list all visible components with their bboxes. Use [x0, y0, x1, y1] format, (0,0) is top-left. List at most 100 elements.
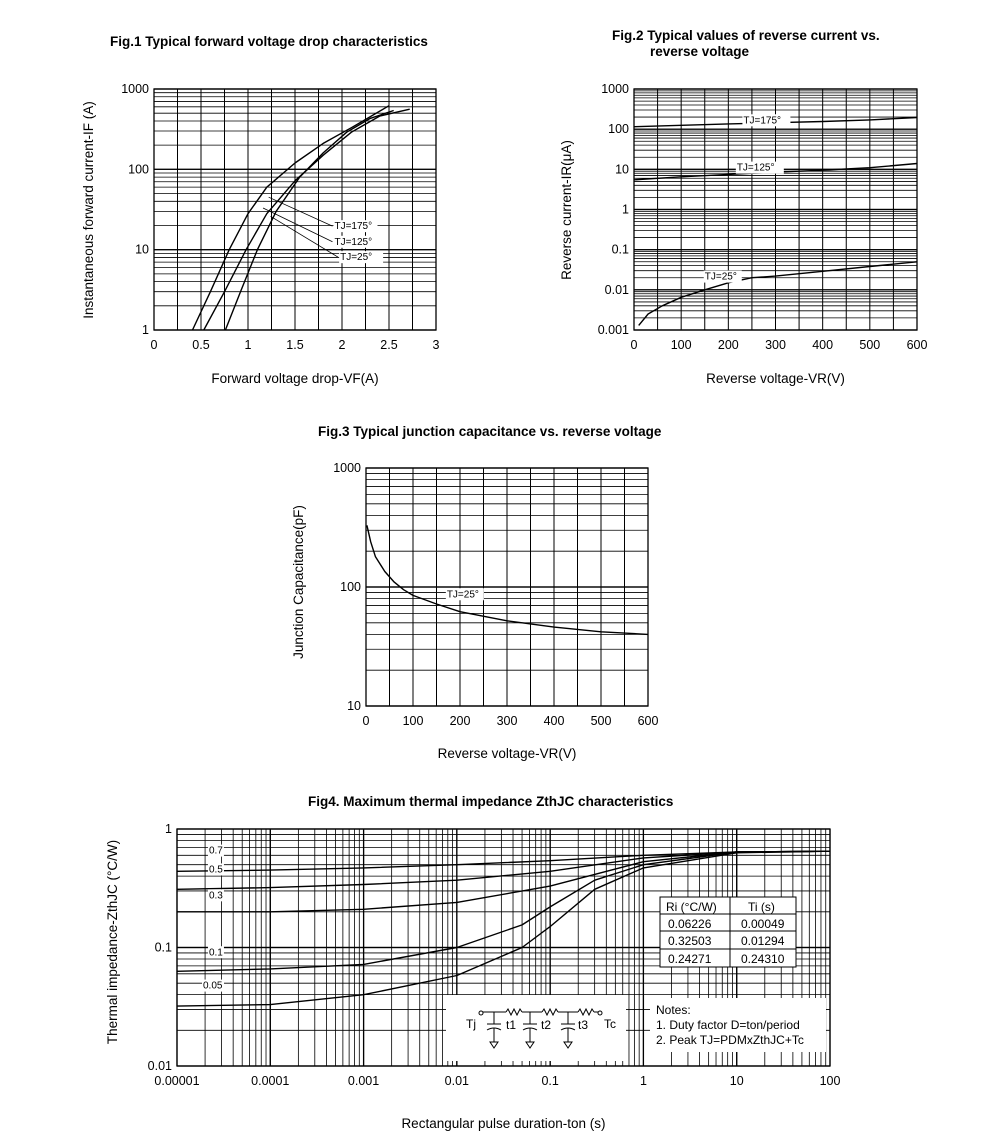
x-tick-label: 300 [765, 338, 786, 352]
y-axis-label: Reverse current-IR(μA) [559, 140, 574, 280]
x-tick-label: 2 [339, 338, 346, 352]
resistor-icon [577, 1007, 595, 1017]
table-header-ti: Ti (s) [748, 900, 775, 914]
annotation-leader [262, 207, 333, 243]
plot-frame [365, 467, 649, 707]
x-tick-label: 100 [403, 714, 424, 728]
y-tick-label: 10 [347, 699, 361, 713]
curve-annotation: TJ=25° [705, 272, 737, 283]
x-tick-label: 300 [497, 714, 518, 728]
x-tick-label: 600 [907, 338, 928, 352]
y-tick-label: 100 [128, 162, 149, 176]
table-header-ri: Ri (°C/W) [666, 900, 717, 914]
x-tick-label: 500 [591, 714, 612, 728]
notes-line2: 2. Peak TJ=PDMxZthJC+Tc [656, 1033, 804, 1047]
fig1-title: Fig.1 Typical forward voltage drop chara… [110, 34, 428, 49]
fig4-notes: Notes: 1. Duty factor D=ton/period 2. Pe… [650, 998, 826, 1052]
circuit-label: Tc [604, 1017, 616, 1031]
y-tick-label: 1000 [601, 82, 629, 96]
circuit-label: t2 [541, 1018, 551, 1032]
x-axis-label: Reverse voltage-VR(V) [706, 371, 845, 386]
x-tick-label: 500 [859, 338, 880, 352]
fig4-title: Fig4. Maximum thermal impedance ZthJC ch… [308, 794, 673, 809]
plot-frame [176, 828, 831, 1067]
curve-annotation: 0.7 [209, 846, 223, 857]
series-line-TJ125 [203, 108, 410, 331]
series-line-TJ25 [638, 261, 918, 326]
circuit-label: t3 [578, 1018, 588, 1032]
x-axis-label: Reverse voltage-VR(V) [438, 746, 577, 761]
series-line-TJ25 [366, 525, 649, 636]
x-tick-label: 0.01 [445, 1074, 469, 1088]
curve-annotation: TJ=175° [743, 115, 781, 126]
x-tick-label: 1 [245, 338, 252, 352]
x-tick-label: 400 [812, 338, 833, 352]
notes-line1: 1. Duty factor D=ton/period [656, 1018, 800, 1032]
x-tick-label: 1.5 [286, 338, 303, 352]
x-tick-label: 3 [433, 338, 440, 352]
y-tick-label: 1 [142, 323, 149, 337]
fig3-title: Fig.3 Typical junction capacitance vs. r… [318, 424, 662, 439]
resistor-icon [505, 1007, 523, 1017]
fig1-chart: 0 0.5 1 1.5 2 2.5 3 1 10 100 1000 Forward voltage d… [81, 82, 440, 386]
capacitor-icon [486, 1012, 502, 1049]
curve-annotation: TJ=125° [334, 237, 372, 248]
table-cell: 0.00049 [741, 917, 785, 931]
curve-annotation: 0.5 [209, 864, 223, 875]
curve-annotation: TJ=25° [447, 589, 479, 600]
x-tick-label: 400 [544, 714, 565, 728]
circuit-label: t1 [506, 1018, 516, 1032]
y-tick-label: 1 [622, 203, 629, 217]
table-cell: 0.24271 [668, 952, 712, 966]
plot-frame [153, 88, 437, 331]
y-axis-label: Instantaneous forward current-IF (A) [81, 101, 96, 319]
annotation-leader [268, 196, 333, 227]
annotation-leader [270, 215, 339, 258]
y-tick-label: 10 [615, 162, 629, 176]
fig4-rc-table: Ri (°C/W) Ti (s) 0.06226 0.00049 0.32503… [659, 896, 797, 968]
thermal-network-diagram: Tj t1 t2 t3 Tc [446, 995, 626, 1061]
curve-annotation: TJ=125° [737, 163, 775, 174]
table-cell: 0.24310 [741, 952, 785, 966]
y-tick-label: 0.1 [612, 243, 629, 257]
y-tick-label: 0.01 [605, 283, 629, 297]
x-tick-label: 0.0001 [251, 1074, 289, 1088]
y-tick-label: 10 [135, 243, 149, 257]
series-line-TJ25 [224, 109, 394, 331]
y-tick-label: 1000 [121, 82, 149, 96]
x-tick-label: 200 [718, 338, 739, 352]
fig4-chart: 0.00001 0.0001 0.001 0.01 0.1 1 10 100 0.01 0.1 1 R… [105, 822, 840, 1131]
x-tick-label: 0.00001 [154, 1074, 199, 1088]
capacitor-icon [522, 1012, 538, 1049]
x-tick-label: 0 [631, 338, 638, 352]
x-tick-label: 100 [820, 1074, 841, 1088]
y-axis-label: Thermal impedance-ZthJC (°C/W) [105, 840, 120, 1044]
curve-annotation: 0.1 [209, 947, 223, 958]
y-tick-label: 0.1 [155, 941, 172, 955]
x-tick-label: 0 [363, 714, 370, 728]
fig2-chart: 0 100 200 300 400 500 600 0.001 0.01 0.1 1 10 100 100… [559, 82, 927, 386]
x-tick-label: 0.5 [192, 338, 209, 352]
x-tick-label: 10 [730, 1074, 744, 1088]
y-tick-label: 0.01 [148, 1059, 172, 1073]
table-cell: 0.32503 [668, 934, 712, 948]
x-tick-label: 0 [151, 338, 158, 352]
circuit-label: Tj [466, 1017, 476, 1031]
x-tick-label: 600 [638, 714, 659, 728]
resistor-icon [541, 1007, 559, 1017]
x-tick-label: 2.5 [380, 338, 397, 352]
x-tick-label: 200 [450, 714, 471, 728]
table-cell: 0.01294 [741, 934, 785, 948]
series-line-TJ175 [191, 105, 390, 331]
y-tick-label: 1000 [333, 461, 361, 475]
fig2-title-line2: reverse voltage [650, 44, 750, 59]
curve-annotation: 0.05 [203, 981, 223, 992]
series-line-005 [176, 850, 831, 1007]
y-tick-label: 0.001 [598, 323, 629, 337]
x-tick-label: 0.001 [348, 1074, 379, 1088]
curve-annotation: TJ=175° [334, 221, 372, 232]
plot-frame [633, 88, 918, 331]
x-tick-label: 100 [671, 338, 692, 352]
x-axis-label: Rectangular pulse duration-ton (s) [401, 1116, 605, 1131]
